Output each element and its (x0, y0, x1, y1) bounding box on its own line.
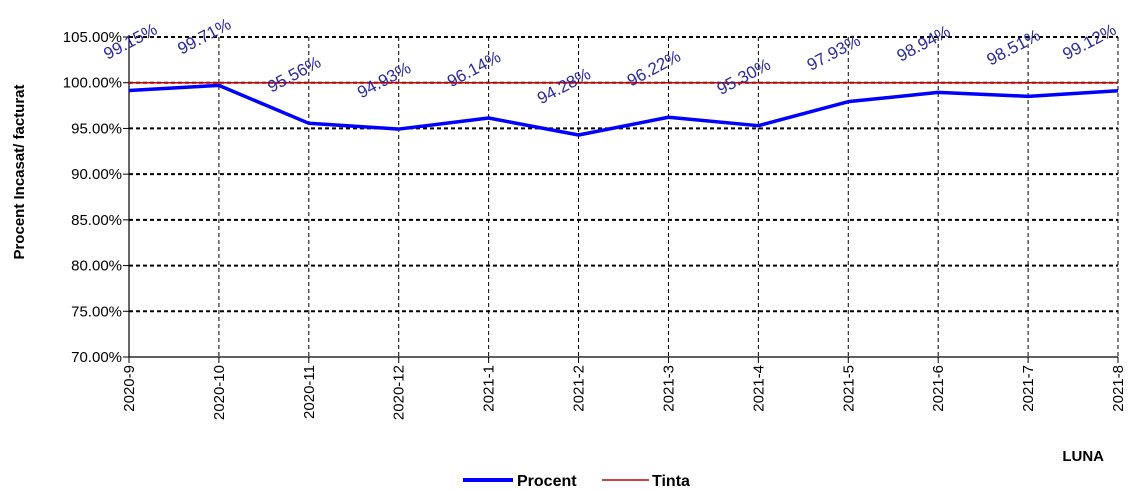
y-tick-label: 85.00% (71, 212, 122, 229)
x-tick-label: 2021-3 (660, 365, 677, 412)
data-label-procent: 96.22% (624, 46, 684, 90)
y-tick-label: 90.00% (71, 166, 122, 183)
x-tick-label: 2021-7 (1020, 365, 1037, 412)
legend: Procent Tinta (463, 473, 690, 490)
x-tick-label: 2020-10 (211, 365, 228, 420)
x-axis-title: LUNA (1062, 448, 1104, 465)
data-label-procent: 95.56% (264, 53, 324, 97)
y-tick-label: 105.00% (63, 29, 122, 46)
data-label-procent: 96.14% (444, 47, 504, 91)
data-label-procent: 94.93% (354, 58, 414, 102)
x-tick-label: 2020-11 (301, 365, 318, 419)
x-tick-label: 2021-8 (1110, 365, 1127, 412)
legend-label-tinta: Tinta (652, 473, 690, 490)
y-tick-label: 75.00% (71, 303, 122, 320)
y-tick-label: 80.00% (71, 258, 122, 275)
y-tick-label: 100.00% (63, 75, 122, 92)
data-label-procent: 97.93% (804, 31, 864, 75)
data-label-procent: 99.71% (174, 15, 234, 59)
y-axis-title: Procent Incasat/ facturat (11, 84, 28, 259)
data-label-procent: 95.30% (714, 55, 774, 99)
x-tick-labels: 2020-9 2020-10 2020-11 2020-12 2021-1 2021-2 2… (121, 365, 1127, 420)
series-lines (128, 81, 1119, 137)
data-label-procent: 98.94% (894, 22, 954, 66)
series-line-procent (128, 83, 1119, 137)
x-tick-label: 2021-4 (750, 365, 767, 412)
legend-label-procent: Procent (517, 473, 577, 490)
axes (123, 35, 1119, 363)
data-label-procent: 94.28% (534, 64, 594, 108)
data-label-procent: 98.51% (984, 26, 1044, 70)
data-label-procent: 99.12% (1059, 20, 1119, 64)
y-tick-labels: 70.00% 75.00% 80.00% 85.00% 90.00% 95.00% 100.… (63, 29, 122, 366)
x-tick-label: 2020-12 (391, 365, 408, 420)
x-tick-label: 2020-9 (121, 365, 138, 412)
y-tick-label: 95.00% (71, 120, 122, 137)
y-tick-label: 70.00% (71, 349, 122, 366)
x-tick-label: 2021-6 (930, 365, 947, 412)
x-tick-label: 2021-1 (481, 365, 498, 412)
data-label-procent: 99.15% (100, 20, 160, 64)
x-tick-label: 2021-5 (840, 365, 857, 412)
x-tick-label: 2021-2 (571, 365, 588, 412)
